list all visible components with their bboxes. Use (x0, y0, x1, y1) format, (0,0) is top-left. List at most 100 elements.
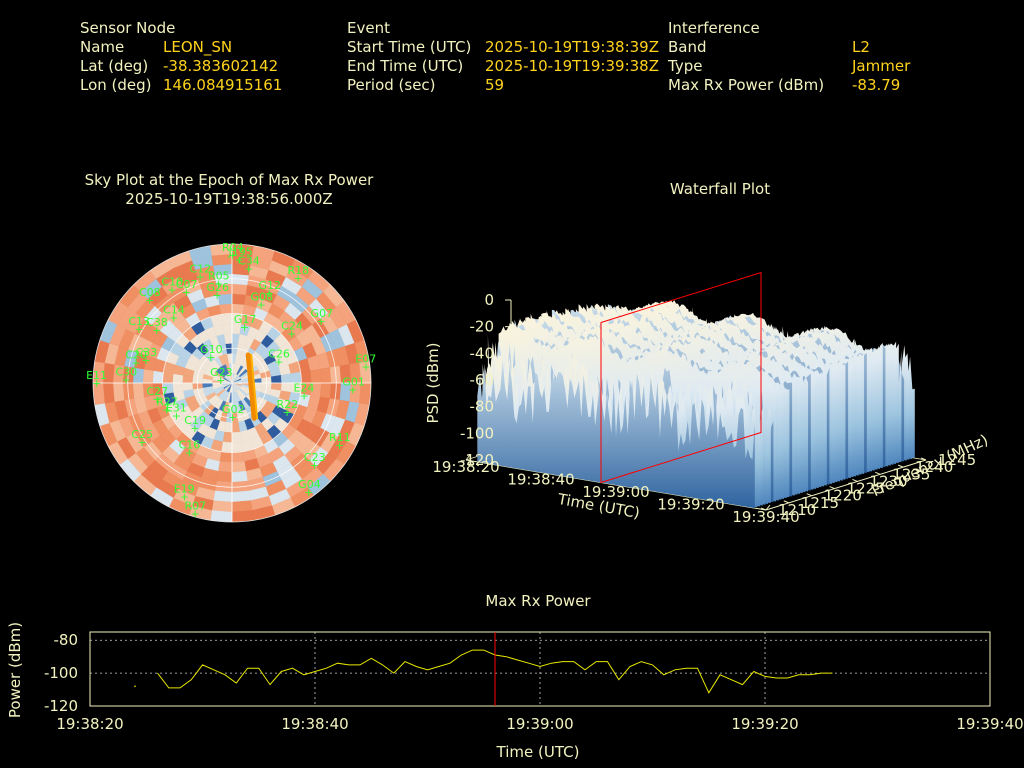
interference-track-line (245, 352, 257, 421)
satellite-markers: +R04+J195+C34+C12+C10+C07+C08+R05+G26+R1… (86, 241, 376, 521)
satellite-c20: +C20 (125, 348, 147, 369)
satellite-label: C08 (139, 286, 161, 299)
satellite-r04: +R04 (222, 241, 244, 262)
event-heading: Event (347, 19, 390, 37)
sky-grid (92, 243, 372, 523)
max-power-point (134, 685, 136, 688)
max-rx-power-label: Max Rx Power (dBm) (668, 76, 825, 94)
power-y-tick-label: -80 (54, 631, 79, 649)
satellite-c33: +C33 (135, 346, 157, 367)
psd-tick-label: -100 (460, 424, 494, 442)
satellite-marker: + (240, 321, 249, 334)
satellite-label: G12 (258, 279, 281, 292)
satellite-label: C20 (125, 348, 147, 361)
satellite-j195: +J195 (227, 246, 252, 267)
end-time-value: 2025-10-19T19:39:38Z (485, 57, 659, 75)
sky-plot: +R04+J195+C34+C12+C10+C07+C08+R05+G26+R1… (86, 241, 376, 523)
sky-cell (216, 471, 233, 483)
sky-cell (142, 368, 154, 384)
satellite-c38: +C38 (146, 316, 168, 337)
satellite-marker: + (191, 508, 200, 521)
skyplot-title: Sky Plot at the Epoch of Max Rx Power (84, 171, 374, 189)
sky-cell (219, 303, 233, 315)
sky-cell (231, 490, 251, 503)
lat-label: Lat (deg) (80, 57, 149, 75)
band-value: L2 (852, 38, 870, 56)
satellite-marker: + (293, 272, 302, 285)
time-tick-label: 19:39:20 (657, 496, 724, 514)
sky-cell (231, 431, 242, 443)
satellite-marker: + (162, 404, 171, 417)
lon-label: Lon (deg) (80, 76, 152, 94)
satellite-label: C13 (128, 315, 150, 328)
frequency-tick-label: 1230 (869, 472, 907, 490)
name-label: Name (80, 38, 125, 56)
satellite-c23: +C23 (304, 451, 326, 472)
satellite-marker: + (348, 383, 357, 396)
sky-cell (231, 283, 248, 295)
satellite-label: C33 (135, 346, 157, 359)
satellite-g17: +G17 (234, 313, 257, 334)
satellite-label: C12 (189, 263, 211, 276)
satellite-g26: +G26 (206, 281, 229, 302)
sky-cell (213, 490, 233, 503)
sky-cell (231, 471, 248, 483)
satellite-label: R27 (156, 396, 178, 409)
satellite-marker: + (361, 361, 370, 374)
satellite-marker: + (172, 409, 181, 422)
power-x-tick-label: 19:39:00 (506, 715, 573, 733)
power-x-tick-label: 19:39:40 (956, 715, 1023, 733)
satellite-label: G26 (206, 281, 229, 294)
satellite-g12: +G12 (258, 279, 281, 300)
satellite-r18: +R18 (287, 264, 309, 285)
satellite-marker: + (283, 406, 292, 419)
satellite-label: E19 (174, 483, 195, 496)
satellite-r27: +R27 (156, 396, 178, 417)
waterfall-epoch-marker (600, 271, 762, 484)
time-tick-label: 19:38:40 (507, 471, 574, 489)
frequency-tick (806, 493, 812, 497)
satellite-c08: +C08 (139, 286, 161, 307)
frequency-tick (760, 507, 767, 511)
satellite-marker: + (257, 299, 266, 312)
satellite-r07: +R07 (185, 500, 207, 521)
period-value: 59 (485, 76, 505, 94)
satellite-marker: + (304, 486, 313, 499)
satellite-label: C30 (115, 365, 137, 378)
satellite-label: C07 (176, 278, 198, 291)
frequency-axis (765, 459, 927, 511)
frequency-tick (875, 471, 881, 475)
time-tick-label: 19:38:20 (432, 458, 499, 476)
satellite-marker: + (274, 355, 283, 368)
frequency-tick (783, 500, 790, 504)
satellite-label: G04 (298, 478, 321, 491)
satellite-c12: +C12 (189, 263, 211, 284)
satellite-label: C27 (146, 385, 168, 398)
sky-cell (172, 382, 184, 393)
satellite-marker: + (131, 356, 140, 369)
satellite-marker: + (317, 315, 326, 328)
satellite-label: R22 (277, 398, 299, 411)
satellite-c30: +C30 (115, 365, 137, 386)
type-value: Jammer (852, 57, 911, 75)
satellite-label: G10 (200, 343, 223, 356)
satellite-marker: + (216, 374, 225, 387)
satellite-marker: + (92, 377, 101, 390)
satellite-e31: +E31 (166, 401, 187, 422)
power-x-tick-label: 19:39:20 (731, 715, 798, 733)
sky-cell (222, 323, 233, 335)
time-tick-label: 19:39:00 (582, 483, 649, 501)
satellite-c14: +C14 (163, 304, 185, 325)
satellite-label: C25 (131, 428, 153, 441)
satellite-marker: + (212, 289, 221, 302)
satellite-g07: +G07 (311, 307, 334, 328)
satellite-label: R04 (222, 241, 244, 254)
satellite-c24: +C24 (281, 319, 303, 340)
satellite-marker: + (145, 294, 154, 307)
satellite-e24: +E24 (293, 382, 314, 403)
satellite-marker: + (185, 446, 194, 459)
interference-heading: Interference (668, 19, 760, 37)
period-label: Period (sec) (347, 76, 436, 94)
end-time-label: End Time (UTC) (347, 57, 464, 75)
